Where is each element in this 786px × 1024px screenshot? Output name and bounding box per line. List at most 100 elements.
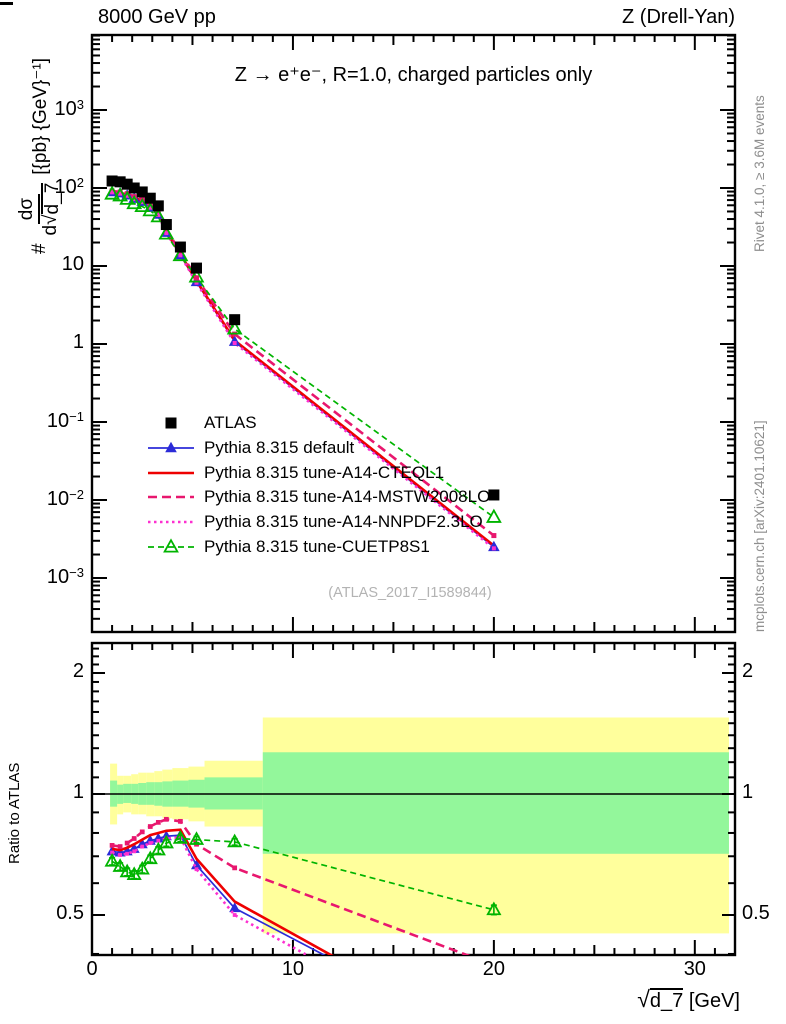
data-marker-square <box>110 190 115 195</box>
legend-item: Pythia 8.315 default <box>147 438 490 459</box>
data-marker-square <box>117 844 123 849</box>
data-marker-triangle-open <box>104 852 120 867</box>
data-marker-square <box>194 280 199 285</box>
x-tick-label: 0 <box>86 958 98 980</box>
data-marker-square <box>488 489 500 501</box>
x-label-arg: d_7 <box>649 988 684 1012</box>
data-marker-triangle-open <box>112 858 128 872</box>
data-marker-square <box>136 186 148 198</box>
data-marker-triangle <box>488 540 500 552</box>
x-label-units: [GeV] <box>683 990 740 1012</box>
data-marker-square <box>232 913 237 917</box>
data-marker-square <box>148 841 153 845</box>
ratio-uncertainty-bands <box>92 717 735 934</box>
data-marker-triangle-open <box>163 538 179 553</box>
data-marker-square <box>160 219 172 231</box>
legend-sample <box>165 417 177 429</box>
data-marker-triangle-open <box>119 190 136 205</box>
data-marker-triangle-open <box>134 860 150 875</box>
data-marker-triangle-open <box>150 208 167 223</box>
ratio-tick-label-right: 1 <box>742 781 754 803</box>
x-label-sqrt: √ <box>637 986 650 1012</box>
data-marker-square <box>140 844 145 849</box>
data-marker-square <box>232 865 238 871</box>
mc-ratio-curve <box>111 828 334 955</box>
legend-sample <box>148 520 194 524</box>
y-tick-base: 1 <box>72 331 84 353</box>
data-marker-triangle-open <box>142 850 158 865</box>
data-marker-square <box>152 200 164 212</box>
data-marker-triangle-open <box>172 830 189 844</box>
data-marker-triangle-open <box>158 834 174 849</box>
y-tick-label: 10 <box>26 253 84 276</box>
y-tick-label: 10−2 <box>26 487 84 511</box>
data-marker-square <box>118 853 123 857</box>
data-marker-square <box>118 191 123 196</box>
y-tick-label: 102 <box>26 175 84 199</box>
legend-sample <box>148 441 194 453</box>
data-marker-square <box>190 262 202 274</box>
data-marker-square <box>128 182 140 194</box>
y-tick-exponent: −2 <box>69 487 84 502</box>
y-tick-base: 10 <box>46 566 70 588</box>
data-marker-square <box>164 231 169 236</box>
data-marker-triangle-open <box>126 194 143 210</box>
band-inner <box>262 752 729 854</box>
data-marker-triangle-open <box>172 246 189 262</box>
data-marker-triangle-open <box>188 831 205 845</box>
legend-item: Pythia 8.315 tune-A14-MSTW2008LO <box>147 487 490 508</box>
axis-ticks <box>91 34 736 955</box>
data-marker-square <box>165 417 177 429</box>
data-marker-square <box>148 205 153 210</box>
data-marker-square <box>144 192 156 204</box>
legend-label: Pythia 8.315 tune-A14-CTEQL1 <box>204 462 445 482</box>
header-beam-energy: 8000 GeV pp <box>98 6 216 28</box>
ratio-panel-curves <box>104 816 502 955</box>
x-axis-label: √d_7 [GeV] <box>92 986 740 1013</box>
data-marker-triangle-open <box>104 185 121 200</box>
data-marker-square <box>114 176 126 188</box>
y-tick-base: 10 <box>61 253 84 275</box>
x-tick-label: 10 <box>281 958 305 980</box>
data-marker-square <box>178 818 183 824</box>
data-marker-square <box>131 836 137 841</box>
data-marker-square <box>164 836 169 841</box>
data-marker-square <box>155 819 161 825</box>
ratio-axis-label: Ratio to ATLAS <box>6 762 23 864</box>
legend-sample <box>148 496 194 499</box>
data-marker-triangle-open <box>112 187 129 202</box>
y-tick-label: 10−3 <box>26 565 84 589</box>
data-marker-square <box>109 843 115 848</box>
data-marker-square <box>147 824 153 829</box>
ratio-tick-label-left: 0.5 <box>56 902 84 924</box>
y-tick-exponent: 2 <box>76 175 84 190</box>
data-marker-square <box>124 840 130 846</box>
y-tick-exponent: 3 <box>76 97 84 112</box>
data-marker-square <box>132 849 137 854</box>
side-note-mcplots: mcplots.cern.ch [arXiv:2401.10621] <box>752 420 767 632</box>
ratio-tick-label-left: 2 <box>72 660 84 682</box>
y-axis-label: # dσ d√ d_7 [{pb} {GeV}⁻¹] <box>12 28 68 284</box>
legend-label: Pythia 8.315 tune-CUETP8S1 <box>204 536 430 556</box>
y-tick-base: 10 <box>54 176 77 198</box>
data-marker-square <box>174 241 186 253</box>
plot-title: Z → e⁺e⁻, R=1.0, charged particles only <box>234 64 593 86</box>
data-marker-square <box>156 838 161 843</box>
data-marker-square <box>491 533 497 539</box>
data-marker-square <box>132 197 137 202</box>
data-marker-square <box>193 275 199 281</box>
data-marker-square <box>229 314 241 326</box>
data-marker-square <box>178 253 183 258</box>
header-process: Z (Drell-Yan) <box>622 6 735 28</box>
data-marker-square <box>140 200 145 205</box>
legend-item: Pythia 8.315 tune-CUETP8S1 <box>147 536 490 557</box>
data-marker-square <box>121 178 133 190</box>
y-tick-label: 1 <box>26 331 84 354</box>
data-marker-square <box>125 851 130 856</box>
data-marker-triangle-open <box>227 833 243 848</box>
y-label-den-d: d√ <box>40 214 61 236</box>
legend-label: Pythia 8.315 tune-A14-NNPDF2.3LO <box>204 512 483 531</box>
data-marker-triangle-open <box>158 225 175 240</box>
